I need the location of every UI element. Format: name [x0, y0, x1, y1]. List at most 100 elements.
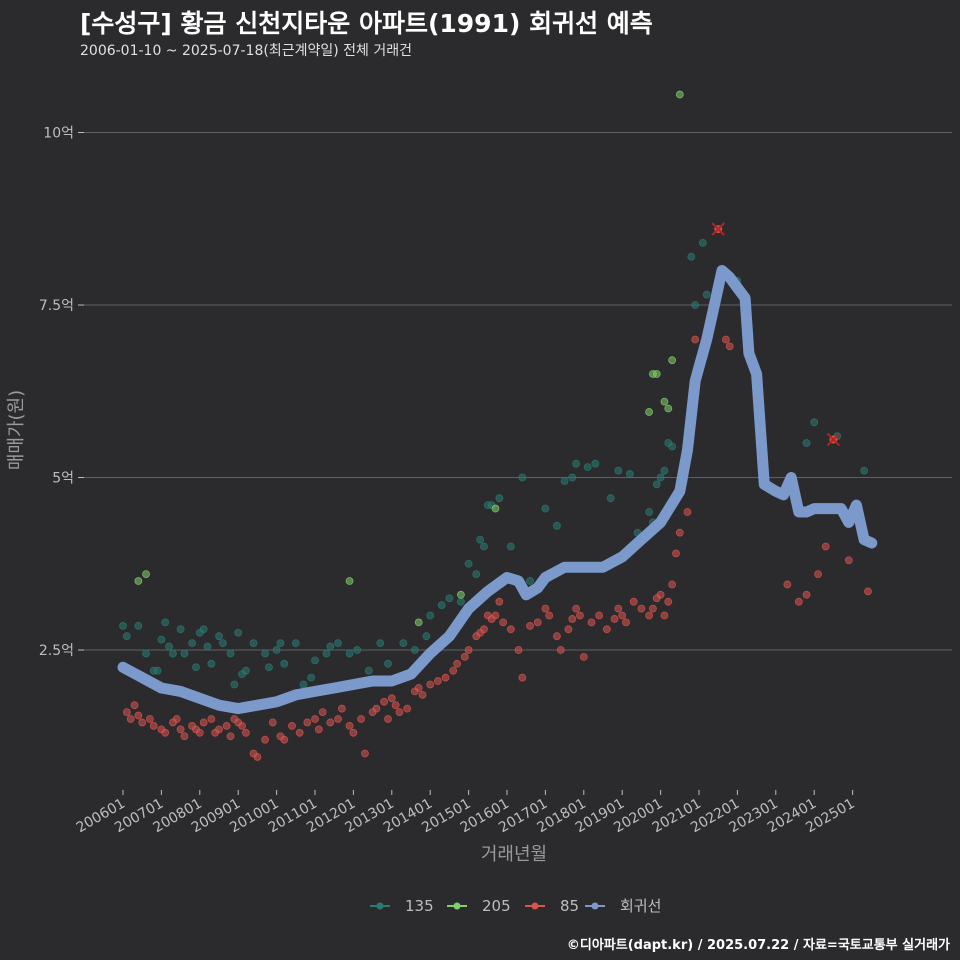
data-point-85 [683, 508, 692, 516]
data-point-205 [645, 408, 653, 416]
data-point-205 [414, 618, 423, 627]
data-point-135 [384, 659, 392, 668]
data-point-135 [668, 442, 677, 451]
data-point-85 [176, 725, 185, 734]
data-point-135 [376, 639, 385, 647]
highlight-marker [826, 432, 841, 447]
data-point-205 [134, 577, 143, 585]
data-point-135 [134, 621, 143, 630]
data-point-135 [606, 494, 615, 503]
data-point-85 [372, 704, 381, 713]
data-point-85 [261, 735, 269, 744]
data-point-85 [668, 580, 677, 589]
data-point-135 [203, 642, 212, 651]
data-point-85 [145, 715, 154, 723]
data-point-135 [437, 601, 446, 610]
legend-item: 회귀선 [585, 897, 661, 915]
data-point-135 [526, 577, 534, 585]
data-point-205 [668, 356, 677, 365]
data-point-135 [495, 494, 504, 503]
legend-label: 회귀선 [620, 897, 661, 915]
data-point-85 [480, 625, 488, 634]
data-point-85 [195, 728, 204, 737]
data-point-85 [222, 722, 231, 730]
data-point-135 [860, 466, 869, 475]
data-point-135 [625, 470, 634, 478]
data-point-135 [810, 418, 819, 427]
data-point-135 [364, 666, 373, 675]
data-point-85 [334, 715, 342, 723]
data-point-135 [353, 646, 362, 654]
data-point-85 [564, 625, 573, 634]
data-point-85 [303, 718, 312, 727]
data-point-85 [794, 597, 803, 606]
data-point-85 [541, 604, 550, 613]
data-point-205 [660, 397, 669, 406]
data-point-85 [595, 611, 604, 620]
data-point-135 [802, 439, 811, 447]
data-point-85 [314, 725, 323, 734]
data-point-85 [441, 673, 450, 682]
data-point-135 [541, 504, 550, 513]
data-point-85 [311, 715, 319, 723]
data-point-85 [238, 722, 246, 730]
data-point-205 [142, 570, 150, 578]
data-point-135 [165, 642, 173, 651]
data-point-85 [725, 342, 734, 351]
data-point-85 [506, 625, 515, 634]
data-point-135 [230, 680, 239, 689]
chart-subtitle: 2006-01-10 ~ 2025-07-18(최근계약일) 전체 거래건 [80, 43, 412, 59]
data-point-85 [337, 704, 346, 713]
data-point-135 [249, 639, 258, 647]
data-point-85 [491, 611, 500, 620]
data-point-85 [568, 615, 577, 623]
legend-label: 205 [482, 897, 511, 915]
data-point-135 [241, 666, 250, 675]
data-point-135 [261, 649, 269, 658]
data-point-135 [591, 459, 600, 468]
data-point-135 [457, 597, 465, 606]
data-point-135 [207, 659, 216, 668]
data-point-85 [384, 715, 392, 723]
data-point-85 [629, 597, 638, 606]
data-point-85 [576, 611, 584, 620]
data-point-135 [410, 646, 419, 654]
data-point-135 [506, 542, 515, 551]
data-point-135 [652, 480, 661, 489]
data-point-135 [142, 649, 150, 658]
data-point-205 [652, 370, 661, 378]
data-point-85 [864, 587, 872, 596]
data-point-85 [134, 711, 143, 720]
data-point-135 [472, 570, 481, 578]
data-point-135 [687, 252, 696, 261]
data-point-135 [464, 559, 473, 568]
data-point-85 [122, 708, 131, 716]
y-tick-label: 2.5억 [39, 643, 74, 659]
data-point-85 [453, 659, 461, 668]
data-point-85 [215, 725, 223, 734]
data-point-135 [480, 542, 488, 551]
data-point-85 [545, 611, 554, 620]
data-point-135 [345, 649, 354, 658]
data-point-135 [192, 663, 200, 672]
data-point-85 [345, 722, 354, 730]
data-point-135 [299, 680, 308, 689]
data-point-85 [533, 618, 542, 627]
data-point-85 [660, 611, 669, 620]
data-point-85 [241, 728, 250, 737]
data-point-135 [660, 466, 669, 475]
data-point-85 [426, 680, 435, 689]
data-point-85 [844, 556, 853, 565]
data-point-135 [399, 639, 408, 647]
y-tick-label: 5억 [52, 471, 74, 487]
data-point-85 [691, 335, 700, 344]
data-point-135 [199, 625, 208, 634]
data-point-85 [672, 549, 680, 558]
data-point-135 [280, 659, 289, 668]
data-point-85 [802, 590, 811, 599]
data-point-135 [307, 673, 316, 682]
legend-item: 135 [370, 897, 434, 915]
highlight-marker [711, 222, 725, 236]
data-point-85 [579, 653, 588, 661]
